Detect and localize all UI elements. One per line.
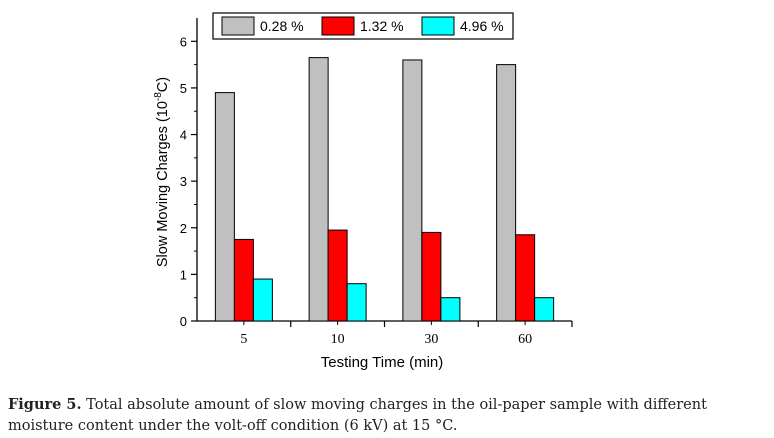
y-axis-label-unit: C): [155, 77, 171, 92]
chart-legend: 0.28 % 1.32 % 4.96 %: [212, 12, 514, 40]
legend-swatch-2: [321, 16, 355, 36]
chart-bars: [214, 57, 555, 322]
bar-1-30: [402, 59, 423, 322]
legend-label-1: 0.28 %: [260, 18, 304, 34]
x-axis-label: Testing Time (min): [321, 354, 444, 371]
figure-caption: Figure 5. Total absolute amount of slow …: [8, 394, 768, 437]
bar-1-10: [308, 57, 329, 322]
y-tick-label: 4: [180, 128, 187, 143]
y-tick-label: 1: [180, 267, 187, 282]
bar-1-5: [214, 92, 235, 322]
x-tick-label: 10: [331, 332, 345, 347]
y-tick-label: 5: [180, 81, 187, 96]
bar-1-60: [496, 64, 517, 322]
bar-chart: 5 10 30 60 0 1 2 3 4 5 6 0.28 % 1.32 % 4.96 % Testi…: [153, 12, 573, 371]
figure-label: Figure 5.: [8, 396, 82, 413]
bar-3-60: [534, 297, 555, 322]
y-axis-label-exponent: -8: [153, 92, 164, 101]
figure-caption-text: Total absolute amount of slow moving cha…: [8, 397, 707, 434]
bar-3-5: [252, 278, 273, 322]
x-tick-label: 60: [518, 332, 532, 347]
y-tick-label: 2: [180, 221, 187, 236]
y-tick-label: 3: [180, 174, 187, 189]
bar-3-30: [440, 297, 461, 322]
legend-label-3: 4.96 %: [460, 18, 504, 34]
legend-label-2: 1.32 %: [360, 18, 404, 34]
bar-2-30: [421, 231, 442, 322]
bar-3-10: [346, 283, 367, 322]
legend-swatch-3: [421, 16, 455, 36]
legend-box: [212, 12, 514, 40]
x-tick-labels: 5 10 30 60: [240, 332, 532, 347]
x-tick-label: 5: [240, 332, 247, 347]
legend-swatch-1: [221, 16, 255, 36]
x-tick-label: 30: [424, 332, 438, 347]
y-axis-label: Slow Moving Charges (10-8C): [153, 77, 171, 267]
y-tick-label: 0: [180, 314, 187, 329]
bar-2-10: [327, 229, 348, 322]
y-tick-labels: 0 1 2 3 4 5 6: [180, 34, 187, 329]
bar-2-5: [233, 238, 254, 322]
bar-2-60: [515, 234, 536, 322]
y-axis-label-main: Slow Moving Charges (10: [155, 101, 171, 267]
y-tick-label: 6: [180, 34, 187, 49]
